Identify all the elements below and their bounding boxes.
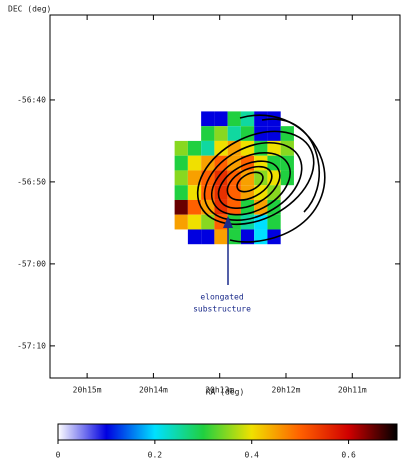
cell: [214, 185, 228, 200]
cell: [201, 155, 215, 171]
cell: [267, 185, 281, 200]
cell: [174, 199, 188, 215]
cell: [174, 214, 188, 230]
cell: [240, 111, 255, 127]
colorbar-tick-label: 0.4: [244, 451, 259, 460]
y-tick-label: -56:50: [17, 177, 46, 186]
cell: [174, 140, 188, 156]
cell: [201, 140, 215, 156]
y-axis-label: DEC (deg): [8, 5, 51, 14]
cell: [174, 185, 188, 200]
arrow-head: [223, 216, 233, 228]
cell: [174, 170, 188, 186]
cell: [214, 229, 228, 245]
x-tick-label: 20h12m: [272, 386, 301, 395]
y-tick-label: -57:00: [17, 259, 46, 268]
cell: [267, 126, 281, 141]
cell: [187, 185, 202, 200]
contour: [203, 141, 303, 221]
contour: [261, 118, 320, 213]
cell: [187, 140, 202, 156]
y-tick-label: -56:40: [17, 95, 46, 104]
cell: [187, 199, 202, 215]
contour: [217, 160, 281, 209]
cell: [201, 111, 215, 127]
cell: [267, 229, 281, 245]
annotation-text: elongated: [200, 293, 244, 302]
cell: [240, 229, 255, 245]
colorbar-tick-label: 0: [56, 451, 61, 460]
cell: [187, 214, 202, 230]
cell: [187, 155, 202, 171]
cell: [201, 214, 215, 230]
cell: [240, 185, 255, 200]
cell: [267, 214, 281, 230]
cell: [214, 140, 228, 156]
cell: [214, 199, 228, 215]
cell: [254, 170, 268, 186]
cell: [174, 155, 188, 171]
cell: [254, 126, 268, 141]
cell: [187, 229, 202, 245]
contour: [210, 152, 291, 216]
contours: [196, 114, 326, 243]
contour: [196, 130, 315, 226]
x-axis-label: RA (deg): [206, 388, 245, 397]
cell: [214, 126, 228, 141]
cell: [267, 140, 281, 156]
cell: [227, 185, 241, 200]
x-tick-label: 20h14m: [139, 386, 168, 395]
x-tick-label: 20h11m: [338, 386, 367, 395]
cell: [201, 126, 215, 141]
x-tick-label: 20h15m: [73, 386, 102, 395]
cell: [227, 111, 241, 127]
cell: [240, 140, 255, 156]
colorbar-tick-label: 0.2: [148, 451, 163, 460]
x-tick-label: 20h13m: [205, 386, 234, 395]
cell: [227, 126, 241, 141]
cell: [214, 111, 228, 127]
cell: [187, 170, 202, 186]
annotation: elongated substructure: [193, 216, 251, 314]
colorbar-tick-label: 0.6: [341, 451, 356, 460]
cell: [201, 229, 215, 245]
cell: [214, 170, 228, 186]
cell: [280, 126, 294, 141]
y-tick-label: -57:10: [17, 341, 46, 350]
colorbar: [57, 423, 398, 441]
cell: [240, 170, 255, 186]
contour: [226, 165, 273, 201]
annotation-text: substructure: [193, 305, 251, 314]
contour: [236, 171, 264, 193]
